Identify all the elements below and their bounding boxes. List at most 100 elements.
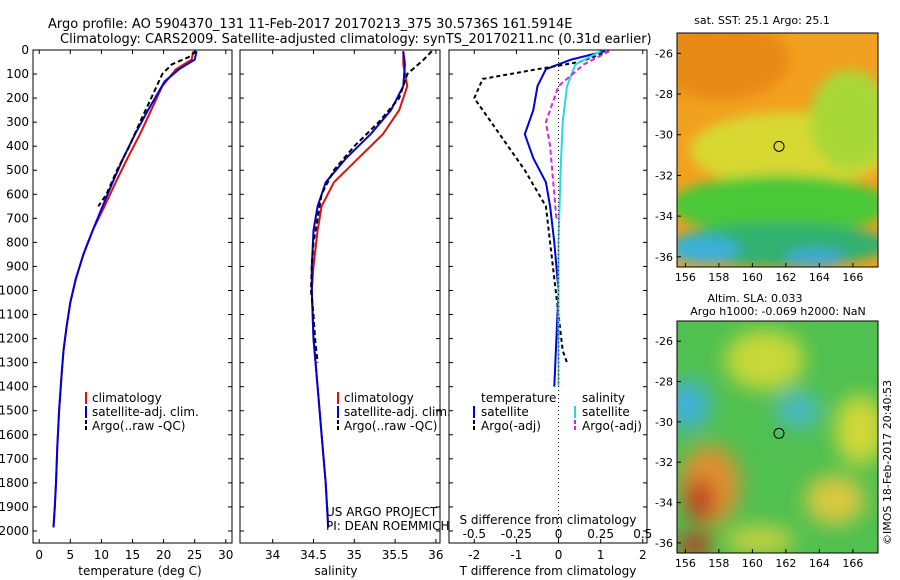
y-tick-label: 1000 xyxy=(0,283,29,297)
y-tick-label: 900 xyxy=(6,259,29,273)
series-line xyxy=(473,50,610,363)
s-tick-label: -0.5 xyxy=(463,527,486,541)
y-tick-label: 1600 xyxy=(0,428,29,442)
temperature-legend: climatology satellite-adj. clim. Argo(..… xyxy=(85,391,199,433)
legend-label-satellite: satellite-adj. clim. xyxy=(344,405,451,419)
y-tick-label: -36 xyxy=(655,537,673,550)
sst-map-frame xyxy=(676,32,879,268)
y-tick-label: -32 xyxy=(655,169,673,182)
s-tick-label: 0.25 xyxy=(587,527,614,541)
x-tick-label: 20 xyxy=(156,548,171,562)
legend-label-t-satellite: satellite xyxy=(481,405,529,419)
y-tick-label: -34 xyxy=(655,497,673,510)
x-tick-label: 160 xyxy=(742,271,763,284)
y-tick-label: 1500 xyxy=(0,404,29,418)
y-tick-label: 600 xyxy=(6,187,29,201)
figure-title-line2: Climatology: CARS2009. Satellite-adjuste… xyxy=(60,32,652,47)
sla-yellow-ne xyxy=(725,330,805,390)
y-tick-label: -32 xyxy=(655,456,673,469)
legend-label-climatology: climatology xyxy=(344,391,414,405)
legend-label-argo: Argo(..raw -QC) xyxy=(344,419,437,433)
x-tick-label: 25 xyxy=(187,548,202,562)
y-tick-label: -36 xyxy=(655,251,673,264)
salinity-panel-frame xyxy=(239,49,441,544)
sst-float-marker xyxy=(773,140,785,152)
y-tick-label: 1300 xyxy=(0,356,29,370)
series-line xyxy=(97,50,197,207)
x-tick-label: 158 xyxy=(708,271,729,284)
sst-warm-core xyxy=(677,33,790,100)
legend-head-salinity: salinity xyxy=(582,391,625,405)
y-tick-label: 1900 xyxy=(0,500,29,514)
y-tick-label: 800 xyxy=(6,235,29,249)
sla-cyan-c xyxy=(776,392,820,428)
difference-top-xlabel: S difference from climatology xyxy=(460,513,637,527)
x-tick-label: 0 xyxy=(35,548,43,562)
series-line xyxy=(310,50,433,363)
legend-label-s-argo: Argo(-adj) xyxy=(582,419,642,433)
x-tick-label: 162 xyxy=(775,557,796,570)
x-tick-label: 158 xyxy=(708,557,729,570)
sla-red-s xyxy=(677,533,713,553)
x-tick-label: 35 xyxy=(347,548,362,562)
series-line xyxy=(52,50,195,528)
temperature-series xyxy=(52,50,198,528)
sla-red-sw xyxy=(685,478,715,522)
sla-yellow-e xyxy=(835,395,878,465)
figure-title-line1: Argo profile: AO 5904370_131 11-Feb-2017… xyxy=(48,17,572,32)
sla-yellow-s xyxy=(725,526,795,553)
pi-credit: PI: DEAN ROEMMICH xyxy=(326,519,449,533)
sla-cyan-w xyxy=(677,380,710,430)
x-tick-label: -2 xyxy=(468,548,480,562)
difference-series xyxy=(473,50,610,387)
y-tick-label: -28 xyxy=(655,376,673,389)
y-tick-label: 1800 xyxy=(0,476,29,490)
y-tick-label: 2000 xyxy=(0,524,29,538)
y-tick-label: -34 xyxy=(655,210,673,223)
y-tick-label: 1400 xyxy=(0,380,29,394)
legend-label-climatology: climatology xyxy=(92,391,162,405)
y-tick-label: -26 xyxy=(655,47,673,60)
imos-watermark: ©IMOS 18-Feb-2017 20:40:53 xyxy=(881,380,894,545)
x-tick-label: 0 xyxy=(555,548,563,562)
series-line xyxy=(557,50,602,387)
salinity-axes: 34 34.5 35 35.5 36 xyxy=(240,49,444,562)
sla-map-field xyxy=(677,321,878,553)
x-tick-label: 156 xyxy=(675,271,696,284)
x-tick-label: 30 xyxy=(218,548,233,562)
x-tick-label: -1 xyxy=(510,548,522,562)
x-tick-label: 15 xyxy=(125,548,140,562)
project-credit: US ARGO PROJECT xyxy=(326,505,438,519)
y-tick-label: 0 xyxy=(21,43,29,57)
y-tick-label: 500 xyxy=(6,163,29,177)
series-line xyxy=(310,51,409,528)
y-tick-label: 1200 xyxy=(0,332,29,346)
difference-xlabel: T difference from climatology xyxy=(459,564,637,578)
series-line xyxy=(310,51,406,528)
sla-map-axes: 156 158 160 162 164 166 -26 -28 -30 -32 -34 -36 xyxy=(655,335,863,570)
sst-cold-spot xyxy=(677,236,740,264)
series-line xyxy=(544,50,610,219)
sst-cold-spot-east xyxy=(785,248,845,267)
y-tick-label: 700 xyxy=(6,211,29,225)
sst-map-axes: 156 158 160 162 164 166 -26 -28 -30 -32 -34 -36 xyxy=(655,47,863,284)
sla-map-frame xyxy=(676,320,879,554)
x-tick-label: 36 xyxy=(428,548,443,562)
x-tick-label: 160 xyxy=(742,557,763,570)
s-tick-label: 0.5 xyxy=(633,527,652,541)
sst-map-field xyxy=(677,33,878,267)
sla-float-marker xyxy=(773,427,785,439)
salinity-series xyxy=(310,50,433,528)
legend-label-argo: Argo(..raw -QC) xyxy=(92,419,185,433)
x-tick-label: 164 xyxy=(809,557,830,570)
x-tick-label: 156 xyxy=(675,557,696,570)
x-tick-label: 5 xyxy=(66,548,74,562)
legend-label-s-satellite: satellite xyxy=(582,405,630,419)
temperature-panel-frame xyxy=(32,49,233,544)
y-tick-label: 1700 xyxy=(0,452,29,466)
sst-map-title: sat. SST: 25.1 Argo: 25.1 xyxy=(694,14,830,27)
y-tick-label: 100 xyxy=(6,67,29,81)
series-line xyxy=(52,50,198,528)
y-tick-label: -28 xyxy=(655,88,673,101)
